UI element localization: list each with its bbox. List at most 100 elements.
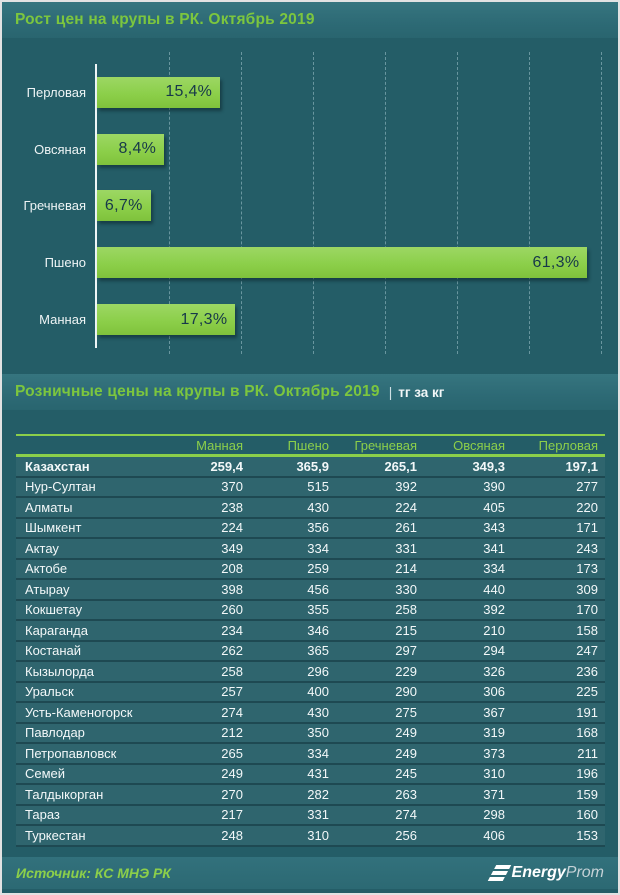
price-cell: 217 — [221, 807, 243, 823]
table-row: Актобе 208 259 214 334 173 — [16, 559, 605, 580]
city-name-cell: Павлодар — [25, 725, 85, 741]
city-name-cell: Петропавловск — [25, 745, 117, 761]
price-cell: 306 — [483, 684, 505, 700]
price-cell: 370 — [221, 479, 243, 495]
price-cell: 310 — [307, 827, 329, 843]
city-name-cell: Талдыкорган — [25, 786, 104, 802]
column-header: Пшено — [287, 437, 329, 453]
price-cell: 236 — [576, 663, 598, 679]
city-name-cell: Алматы — [25, 499, 73, 515]
price-cell: 430 — [307, 704, 329, 720]
chart-category-label: Гречневая — [23, 198, 86, 214]
price-cell: 263 — [395, 786, 417, 802]
chart-title-bar: Рост цен на крупы в РК. Октябрь 2019 — [2, 2, 618, 38]
table-row: Усть-Каменогорск 274 430 275 367 191 — [16, 703, 605, 724]
price-cell: 334 — [307, 745, 329, 761]
chart-bar: 6,7% — [97, 190, 151, 222]
price-cell: 334 — [307, 540, 329, 556]
price-cell: 319 — [483, 725, 505, 741]
price-cell: 249 — [221, 766, 243, 782]
table-title: Розничные цены на крупы в РК. Октябрь 20… — [15, 383, 380, 400]
price-cell: 249 — [395, 725, 417, 741]
table-row: Костанай 262 365 297 294 247 — [16, 641, 605, 662]
chart-bar: 17,3% — [97, 304, 236, 336]
price-cell: 274 — [395, 807, 417, 823]
city-name-cell: Тараз — [25, 807, 60, 823]
price-cell: 515 — [307, 479, 329, 495]
city-name-cell: Кызылорда — [25, 663, 94, 679]
chart-gridline — [385, 52, 386, 354]
chart-gridline — [313, 52, 314, 354]
table-row: Караганда 234 346 215 210 158 — [16, 621, 605, 642]
price-cell: 326 — [483, 663, 505, 679]
price-cell: 440 — [483, 581, 505, 597]
chart-category-label: Пшено — [44, 255, 86, 271]
table-row: Тараз 217 331 274 298 160 — [16, 805, 605, 826]
price-cell: 290 — [395, 684, 417, 700]
table-row: Павлодар 212 350 249 319 168 — [16, 723, 605, 744]
price-cell: 247 — [576, 643, 598, 659]
price-cell: 248 — [221, 827, 243, 843]
table-row: Шымкент 224 356 261 343 171 — [16, 518, 605, 539]
price-cell: 234 — [221, 622, 243, 638]
prices-table: Манная Пшено Гречневая Овсяная Перловая Казах… — [16, 434, 605, 847]
price-cell: 400 — [307, 684, 329, 700]
table-row: Семей 249 431 245 310 196 — [16, 764, 605, 785]
price-cell: 331 — [395, 540, 417, 556]
chart-bar-value: 61,3% — [532, 253, 580, 271]
table-row: Уральск 257 400 290 306 225 — [16, 682, 605, 703]
chart-plot-area: 15,4% 8,4% 6,7% 61,3% 17,3% — [95, 52, 605, 354]
city-name-cell: Уральск — [25, 684, 74, 700]
units-text: тг за кг — [398, 384, 445, 400]
chart-bar: 8,4% — [97, 133, 165, 165]
price-cell: 274 — [221, 704, 243, 720]
price-cell: 298 — [483, 807, 505, 823]
price-cell: 229 — [395, 663, 417, 679]
price-cell: 225 — [576, 684, 598, 700]
price-cell: 168 — [576, 725, 598, 741]
chart-bar: 15,4% — [97, 76, 221, 108]
price-cell: 215 — [395, 622, 417, 638]
price-cell: 220 — [576, 499, 598, 515]
price-cell: 310 — [483, 766, 505, 782]
chart-gridline — [169, 52, 170, 354]
price-cell: 309 — [576, 581, 598, 597]
price-cell: 390 — [483, 479, 505, 495]
chart-bar-value: 15,4% — [165, 83, 213, 101]
city-name-cell: Костанай — [25, 643, 82, 659]
column-header: Манная — [196, 437, 243, 453]
price-cell: 159 — [576, 786, 598, 802]
price-cell: 245 — [395, 766, 417, 782]
table-row: Талдыкорган 270 282 263 371 159 — [16, 785, 605, 806]
price-cell: 294 — [483, 643, 505, 659]
price-cell: 270 — [221, 786, 243, 802]
chart-gridline — [601, 52, 602, 354]
pipe-separator: | — [388, 384, 393, 400]
price-cell: 430 — [307, 499, 329, 515]
price-cell: 456 — [307, 581, 329, 597]
table-row: Петропавловск 265 334 249 373 211 — [16, 744, 605, 765]
price-cell: 275 — [395, 704, 417, 720]
chart-bar-slot: 15,4% — [97, 64, 605, 121]
price-cell: 350 — [307, 725, 329, 741]
chart-category-label: Манная — [39, 312, 86, 328]
price-cell: 196 — [576, 766, 598, 782]
table-row: Кызылорда 258 296 229 326 236 — [16, 662, 605, 683]
price-cell: 349,3 — [472, 458, 505, 474]
price-cell: 160 — [576, 807, 598, 823]
price-cell: 257 — [221, 684, 243, 700]
city-name-cell: Семей — [25, 766, 66, 782]
price-cell: 367 — [483, 704, 505, 720]
price-cell: 259 — [307, 561, 329, 577]
price-cell: 405 — [483, 499, 505, 515]
price-cell: 258 — [221, 663, 243, 679]
price-cell: 208 — [221, 561, 243, 577]
chart-category-label: Перловая — [26, 84, 86, 100]
price-cell: 398 — [221, 581, 243, 597]
price-cell: 170 — [576, 602, 598, 618]
table-header-row: Манная Пшено Гречневая Овсяная Перловая — [16, 434, 605, 457]
price-cell: 373 — [483, 745, 505, 761]
city-name-cell: Казахстан — [25, 458, 90, 474]
price-cell: 258 — [395, 602, 417, 618]
